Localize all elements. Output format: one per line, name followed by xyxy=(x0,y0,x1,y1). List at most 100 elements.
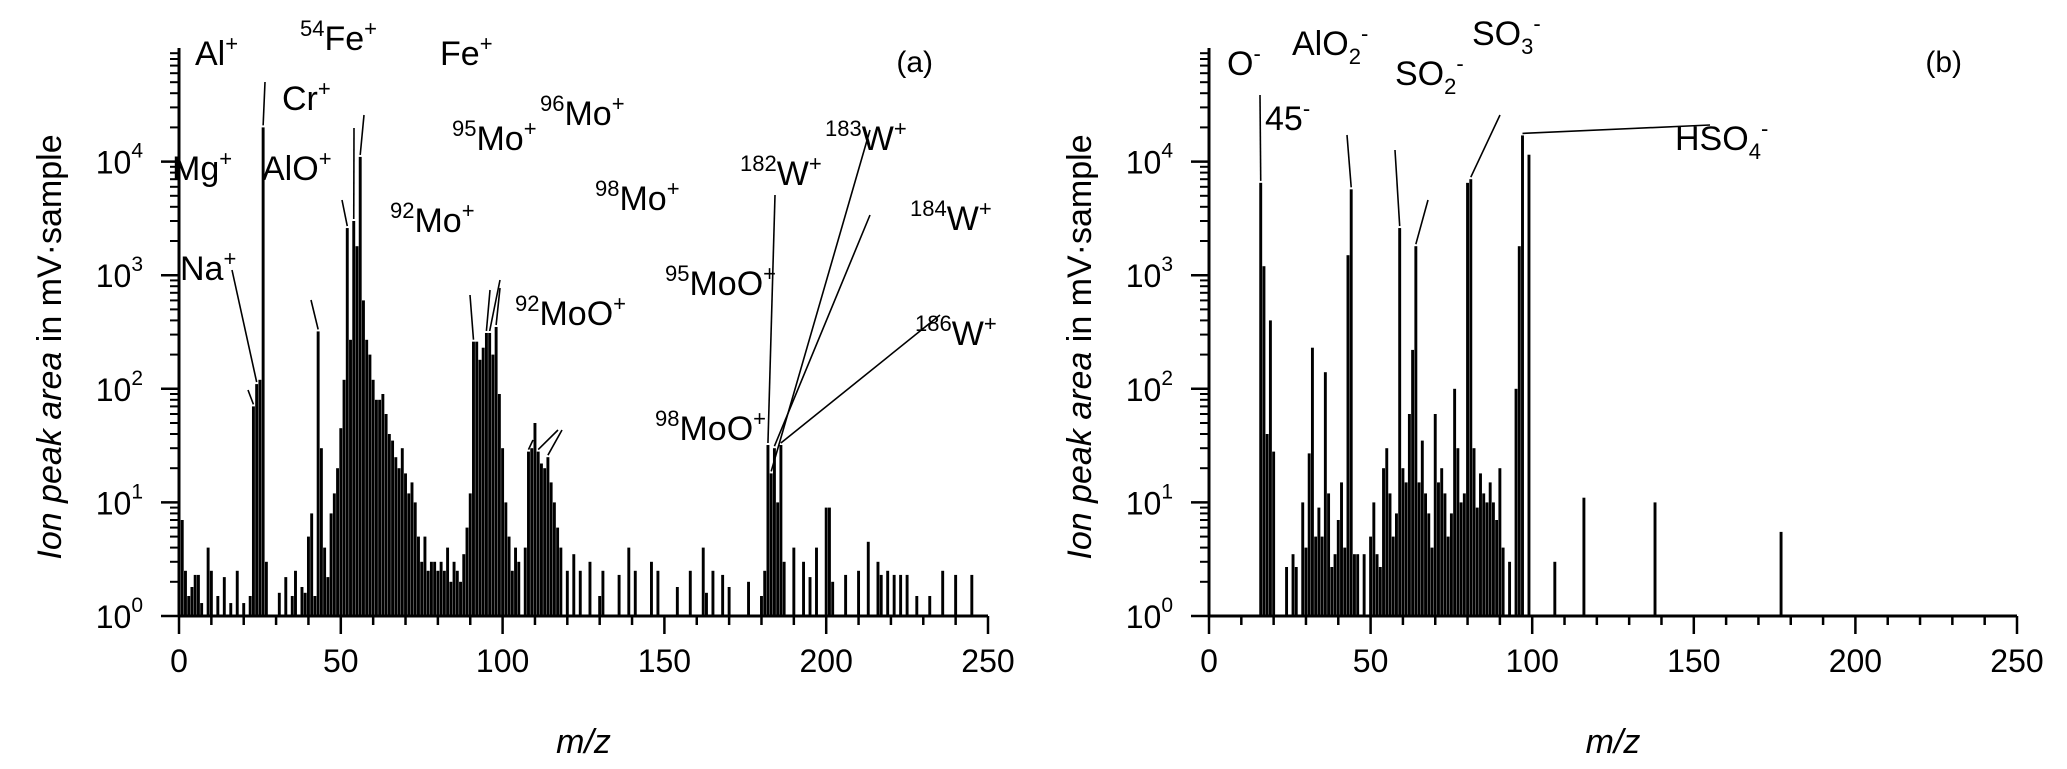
bar xyxy=(1466,182,1470,617)
bar xyxy=(504,502,508,616)
bar xyxy=(365,339,369,616)
bar xyxy=(598,595,602,616)
bar xyxy=(429,561,433,616)
bar xyxy=(1333,554,1337,616)
bar xyxy=(284,577,288,616)
x-tick-label: 0 xyxy=(1200,643,1218,679)
annotation-leader-line xyxy=(359,114,365,155)
bar xyxy=(928,595,932,616)
bar xyxy=(530,448,534,616)
bar xyxy=(1414,246,1418,616)
peak-annotation: 92Mo+ xyxy=(390,198,475,240)
bar xyxy=(507,536,511,616)
bar xyxy=(539,463,543,616)
annotation-leader-line xyxy=(247,389,255,405)
bar xyxy=(329,513,333,616)
bar xyxy=(1382,468,1385,616)
bar xyxy=(633,570,637,616)
bar xyxy=(394,457,398,616)
bar xyxy=(1330,566,1334,616)
annotation-leader-line xyxy=(310,299,319,330)
bar xyxy=(1433,414,1437,616)
bar xyxy=(776,502,780,616)
bar xyxy=(1310,347,1314,616)
bar xyxy=(941,570,945,616)
annotation-leader-line xyxy=(1470,114,1501,178)
annotation-leader-line xyxy=(341,199,349,227)
annotation-leader-line xyxy=(780,314,941,444)
bar xyxy=(1265,434,1269,616)
peak-annotation: AlO+ xyxy=(262,146,332,188)
y-tick-label: 104 xyxy=(1126,140,1174,181)
peak-annotation: HSO4- xyxy=(1675,116,1768,164)
bar xyxy=(721,574,725,616)
bar xyxy=(484,332,488,616)
bar xyxy=(546,457,550,616)
bar xyxy=(572,554,576,616)
bar xyxy=(760,595,763,616)
bar xyxy=(844,574,848,616)
bar xyxy=(200,603,204,616)
annotation-leader-line xyxy=(527,439,534,450)
bar xyxy=(1404,482,1408,616)
peak-annotation: Al+ xyxy=(195,31,238,73)
bar xyxy=(656,570,660,616)
bar xyxy=(1369,536,1373,616)
x-tick-label: 100 xyxy=(1506,643,1559,679)
bar xyxy=(1521,135,1524,616)
bar xyxy=(216,595,220,616)
bar xyxy=(255,384,259,616)
annotation-leader-line xyxy=(495,287,501,326)
bar xyxy=(497,393,501,616)
bar xyxy=(391,440,395,616)
bar xyxy=(815,547,818,616)
bar xyxy=(1395,513,1398,616)
bar xyxy=(1475,507,1479,616)
bar xyxy=(1495,519,1499,616)
bar xyxy=(400,448,404,616)
bar xyxy=(358,156,362,616)
bar xyxy=(494,326,498,616)
x-tick-label: 0 xyxy=(170,643,188,679)
bar xyxy=(1485,502,1489,616)
bar xyxy=(261,127,265,617)
bar xyxy=(876,561,880,616)
bar xyxy=(206,547,210,616)
bar xyxy=(481,347,485,616)
bar xyxy=(1453,388,1457,616)
bar xyxy=(459,581,462,616)
bar xyxy=(701,547,705,616)
bar xyxy=(1294,566,1298,616)
bar xyxy=(1527,154,1531,617)
bar xyxy=(1553,561,1557,616)
annotation-leader-line xyxy=(1415,199,1429,245)
bar xyxy=(827,507,831,616)
peak-annotation: 95MoO+ xyxy=(665,261,776,303)
y-tick-label: 101 xyxy=(96,480,143,521)
bar xyxy=(556,527,560,616)
bar xyxy=(465,527,469,616)
bar xyxy=(413,502,417,616)
bar xyxy=(782,561,786,616)
bar xyxy=(705,592,708,616)
bar xyxy=(442,570,446,616)
x-tick-label: 50 xyxy=(1353,643,1389,679)
bar xyxy=(426,570,430,616)
bar xyxy=(915,595,919,616)
bar xyxy=(688,570,692,616)
bar xyxy=(1582,497,1586,616)
bar xyxy=(378,399,382,616)
x-tick-label: 200 xyxy=(800,643,853,679)
bar xyxy=(536,451,540,616)
bar xyxy=(523,547,527,616)
bar xyxy=(627,547,631,616)
bar xyxy=(323,547,327,616)
y-tick-label: 104 xyxy=(96,140,144,181)
bar xyxy=(886,570,890,616)
bar xyxy=(1411,349,1415,616)
annotation-leader-line xyxy=(767,194,776,444)
y-tick-label: 100 xyxy=(1126,594,1173,635)
bar xyxy=(433,561,437,616)
bar xyxy=(1346,255,1350,616)
